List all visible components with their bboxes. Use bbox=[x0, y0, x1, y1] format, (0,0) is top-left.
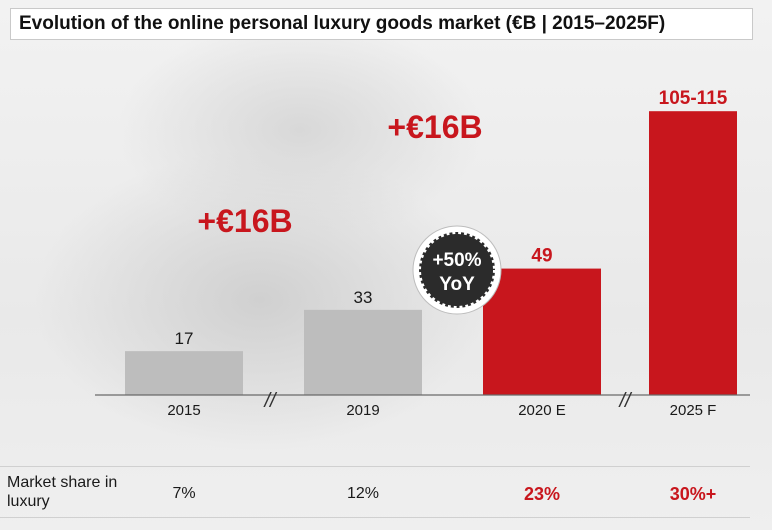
yoy-badge-percent: +50% bbox=[432, 250, 481, 271]
category-label-1: 2019 bbox=[346, 402, 379, 419]
axis-break-right: // bbox=[617, 390, 633, 412]
category-label-3: 2025 F bbox=[670, 402, 717, 419]
category-label-0: 2015 bbox=[167, 402, 200, 419]
bar-2 bbox=[483, 268, 601, 395]
market-share-2015: 7% bbox=[172, 485, 196, 502]
title-bar: Evolution of the online personal luxury … bbox=[10, 8, 753, 40]
market-share-2019: 12% bbox=[346, 485, 380, 502]
value-label-2: 49 bbox=[531, 246, 552, 267]
bar-chart: 17 2015 33 2019 49 2020 E 105-115 2025 F // // +€1… bbox=[95, 88, 750, 419]
bar-1 bbox=[304, 309, 422, 395]
growth-callout-2015-2019: +€16B bbox=[197, 203, 292, 239]
value-label-1: 33 bbox=[354, 288, 373, 307]
value-label-0: 17 bbox=[175, 329, 194, 348]
bar-0 bbox=[125, 351, 243, 395]
yoy-badge bbox=[417, 230, 497, 310]
market-share-row: Market share in luxury 7% 12% 23% 30%+ bbox=[0, 466, 750, 518]
market-share-2025f: 30%+ bbox=[669, 484, 717, 504]
axis-break-left: // bbox=[262, 390, 278, 412]
chart-title: Evolution of the online personal luxury … bbox=[19, 13, 666, 34]
value-label-3: 105-115 bbox=[659, 88, 728, 109]
category-label-2: 2020 E bbox=[518, 402, 566, 419]
yoy-badge-label: YoY bbox=[439, 274, 475, 295]
bar-3 bbox=[649, 111, 737, 395]
market-share-label: Market share in luxury bbox=[7, 474, 118, 510]
growth-callout-2020-2025: +€16B bbox=[387, 109, 482, 145]
market-share-2020e: 23% bbox=[523, 484, 561, 504]
